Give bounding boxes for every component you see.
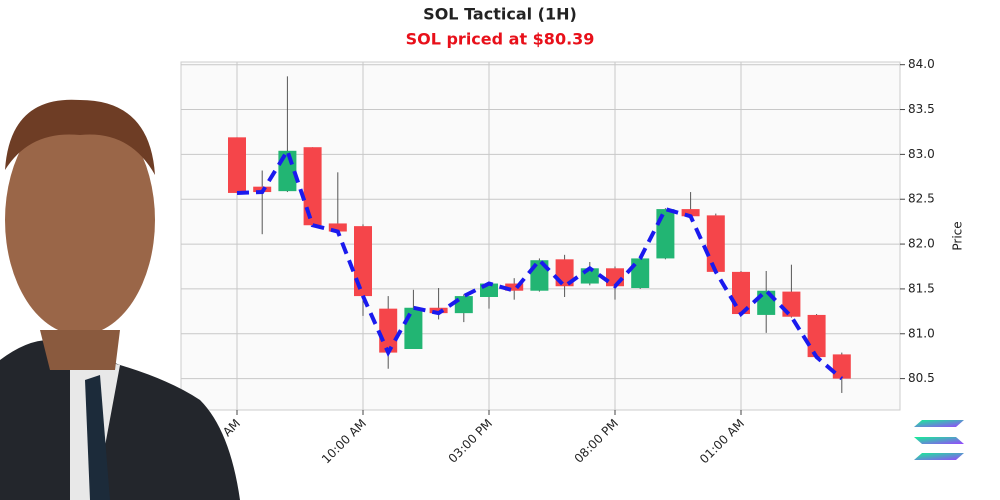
y-tick-label: 82.5 xyxy=(908,192,935,206)
y-tick-label: 83.5 xyxy=(908,102,935,116)
y-tick-label: 80.5 xyxy=(908,371,935,385)
chart-subtitle: SOL priced at $80.39 xyxy=(406,30,595,49)
candle-body xyxy=(328,223,347,232)
candle-body xyxy=(832,354,851,379)
y-tick-label: 82.0 xyxy=(908,237,935,251)
candle-body xyxy=(379,308,398,353)
candle-body xyxy=(706,215,725,272)
candle-body xyxy=(807,314,826,358)
candle-body xyxy=(681,209,700,217)
x-tick-label: 01:00 AM xyxy=(697,416,747,466)
candle-body xyxy=(303,147,322,226)
x-tick-label: 08:00 PM xyxy=(572,416,621,465)
close-line xyxy=(236,146,844,381)
candle-body xyxy=(354,226,372,297)
x-tick-label: 03:00 PM xyxy=(446,416,495,465)
candle-body xyxy=(228,137,246,193)
y-tick-label: 84.0 xyxy=(908,57,935,71)
avatar xyxy=(0,99,240,500)
y-tick-label: 81.0 xyxy=(908,326,935,340)
y-axis-label: Price xyxy=(951,221,965,250)
y-tick-label: 81.5 xyxy=(908,281,935,295)
candle-body xyxy=(505,283,524,291)
candle-body xyxy=(404,307,423,350)
candle-body xyxy=(656,209,675,259)
plot-area xyxy=(180,61,901,411)
chart-title: SOL Tactical (1H) xyxy=(423,5,577,24)
candle-body xyxy=(429,307,448,314)
sol-logo xyxy=(914,420,964,460)
y-tick-label: 83.0 xyxy=(908,147,935,161)
x-tick-label: 10:00 AM xyxy=(319,416,369,466)
